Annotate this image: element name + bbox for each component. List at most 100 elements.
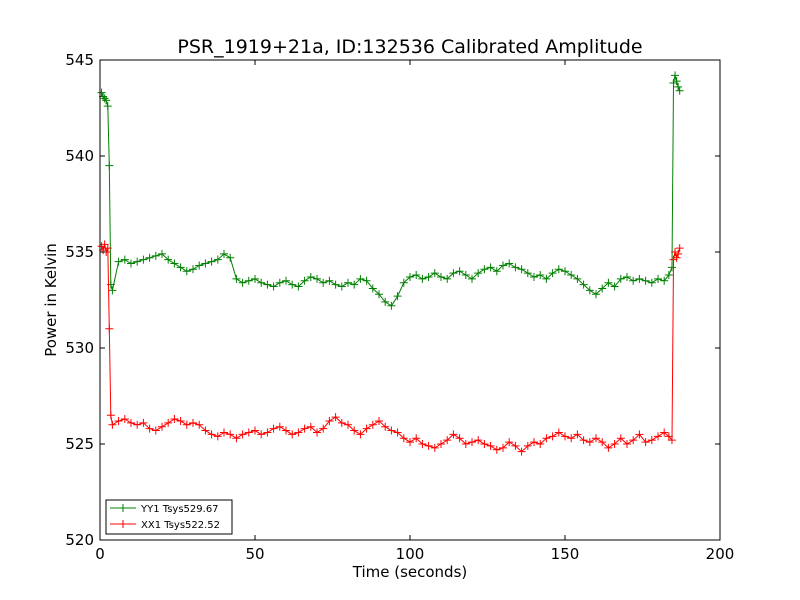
data-point (635, 430, 644, 439)
data-point (604, 443, 613, 452)
data-point (430, 269, 439, 278)
data-point (492, 445, 501, 454)
data-point (201, 259, 210, 268)
data-point (182, 267, 191, 276)
data-point (530, 272, 538, 281)
data-point (660, 428, 669, 437)
data-point (387, 426, 396, 435)
data-point (461, 440, 470, 448)
data-point (103, 102, 112, 111)
data-point (344, 278, 352, 287)
data-point (455, 434, 464, 443)
x-axis-label: Time (seconds) (352, 563, 468, 581)
data-point (393, 428, 402, 437)
series-1 (97, 240, 684, 456)
data-point (294, 282, 303, 291)
data-point (238, 278, 247, 287)
data-point (585, 286, 594, 295)
data-point (102, 96, 111, 105)
data-point (554, 265, 563, 274)
data-point (449, 269, 458, 278)
data-point (100, 94, 109, 103)
y-tick-label: 525 (65, 435, 94, 453)
data-point (288, 280, 297, 289)
data-point (381, 422, 390, 431)
data-point (567, 434, 576, 443)
data-point (207, 257, 216, 266)
data-point (189, 265, 197, 274)
data-point (275, 422, 284, 431)
data-point (424, 272, 433, 281)
x-tick-label: 0 (95, 545, 105, 563)
data-point (399, 278, 408, 287)
data-point (567, 271, 576, 280)
data-point (393, 292, 402, 301)
data-point (257, 430, 266, 439)
data-point (158, 422, 166, 431)
data-point (375, 290, 383, 299)
data-point (350, 426, 359, 435)
data-point (486, 441, 495, 450)
data-point (331, 413, 340, 422)
data-point (362, 424, 371, 433)
data-point (120, 415, 129, 424)
data-point (263, 280, 272, 289)
data-point (244, 428, 253, 437)
data-point (399, 434, 408, 443)
data-point (406, 438, 414, 447)
data-point (325, 416, 334, 425)
y-axis-label: Power in Kelvin (42, 243, 60, 357)
data-point (127, 418, 135, 427)
axis-ticks: 0 50 100 150 200 520 525 530 535 540 545 (65, 51, 734, 563)
data-point (306, 272, 315, 281)
data-point (592, 290, 600, 299)
data-point (675, 86, 684, 95)
data-point (647, 278, 656, 287)
data-point (604, 278, 613, 287)
data-point (486, 263, 495, 272)
data-point (536, 440, 545, 448)
data-point (306, 422, 315, 431)
data-point (344, 420, 352, 429)
data-point (226, 430, 235, 439)
data-point (610, 282, 619, 291)
data-point (517, 265, 526, 274)
series-line (101, 75, 681, 307)
data-point (108, 286, 117, 295)
data-point (319, 278, 328, 287)
data-point (672, 253, 681, 262)
data-point (257, 278, 266, 287)
data-point (106, 411, 115, 420)
data-point (133, 420, 142, 429)
data-point (164, 255, 173, 264)
data-point (337, 282, 346, 291)
data-point (232, 274, 241, 283)
data-point (232, 434, 241, 443)
data-point (674, 249, 683, 258)
data-point (647, 436, 656, 445)
data-point (288, 430, 297, 439)
data-point (145, 424, 154, 433)
data-point (674, 82, 683, 91)
data-point (430, 443, 439, 452)
data-point (461, 271, 470, 280)
data-point (151, 251, 160, 260)
data-point (176, 416, 185, 425)
data-point (368, 420, 377, 429)
plot-area (97, 71, 684, 456)
data-point (362, 276, 371, 285)
data-point (158, 249, 166, 258)
data-point (623, 272, 631, 281)
data-point (195, 261, 204, 270)
data-point (523, 269, 532, 278)
y-tick-label: 535 (65, 243, 94, 261)
data-point (300, 276, 309, 285)
legend-entry: YY1 Tsys529.67 (110, 504, 219, 515)
data-point (213, 255, 222, 264)
data-point (356, 274, 365, 283)
data-point (406, 272, 414, 281)
data-point (455, 267, 464, 276)
data-point (474, 269, 483, 278)
x-tick-label: 100 (396, 545, 425, 563)
data-point (418, 274, 427, 283)
